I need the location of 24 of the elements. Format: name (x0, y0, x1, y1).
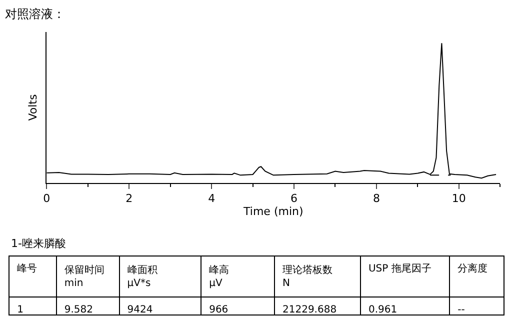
text: -- (458, 304, 466, 316)
text: 峰高 μV (209, 264, 230, 289)
text: 分离度 (458, 262, 488, 274)
x-axis-title: Time (min) (242, 205, 304, 218)
x-tick-label: 8 (372, 192, 380, 206)
y-axis-title: Volts (26, 94, 40, 121)
text: 峰号 (17, 262, 38, 274)
text: 0.961 (368, 304, 398, 316)
text: 21229.688 (282, 304, 337, 316)
text: 1-唑来膦酸 (11, 237, 66, 250)
x-tick-label: 2 (126, 192, 133, 206)
text: 966 (209, 304, 228, 316)
text: 峰面积 μV*s (127, 264, 158, 289)
chart-title: 对照溶液： (5, 7, 66, 22)
x-tick-label: 4 (208, 192, 216, 206)
text: 理论塔板数 N (282, 264, 332, 289)
text: USP 拖尾因子 (368, 262, 432, 274)
x-tick-label: 6 (290, 192, 298, 206)
text: 保留时间 min (64, 264, 104, 289)
x-tick-label: 10 (452, 192, 466, 206)
text: 9424 (127, 304, 153, 316)
text: 9.582 (64, 304, 93, 316)
text: 1 (17, 304, 24, 316)
x-tick-label: 0 (43, 192, 50, 206)
